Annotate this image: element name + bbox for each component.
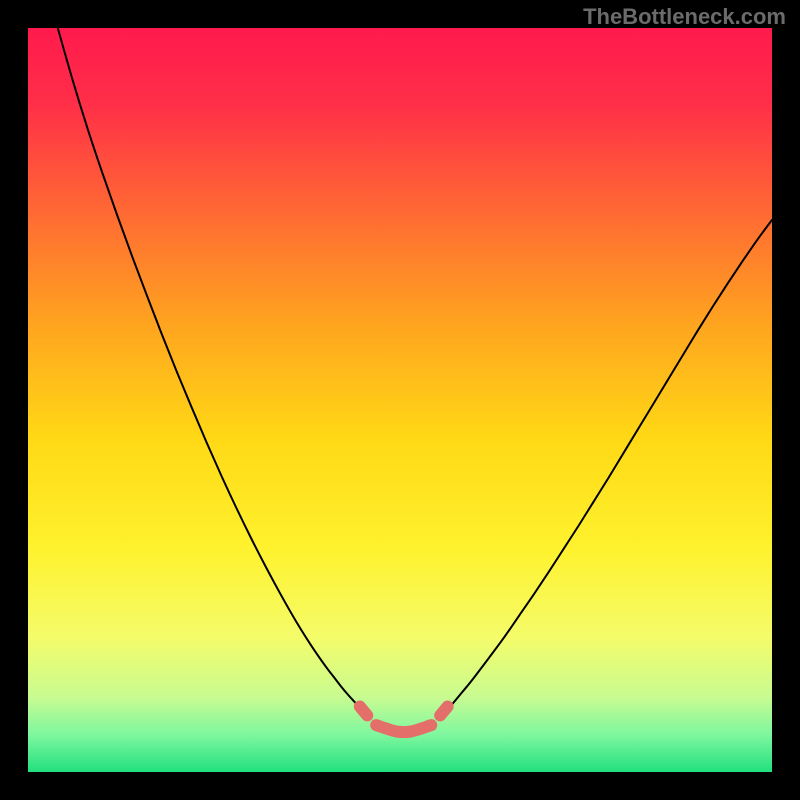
chart-svg: [28, 28, 772, 772]
zone-marker-segment-1: [376, 725, 431, 732]
plot-area: [28, 28, 772, 772]
watermark-text: TheBottleneck.com: [583, 4, 786, 30]
chart-frame: TheBottleneck.com: [0, 0, 800, 800]
gradient-background: [28, 28, 772, 772]
zone-marker-segment-0: [360, 707, 367, 716]
zone-marker-segment-2: [440, 707, 447, 716]
